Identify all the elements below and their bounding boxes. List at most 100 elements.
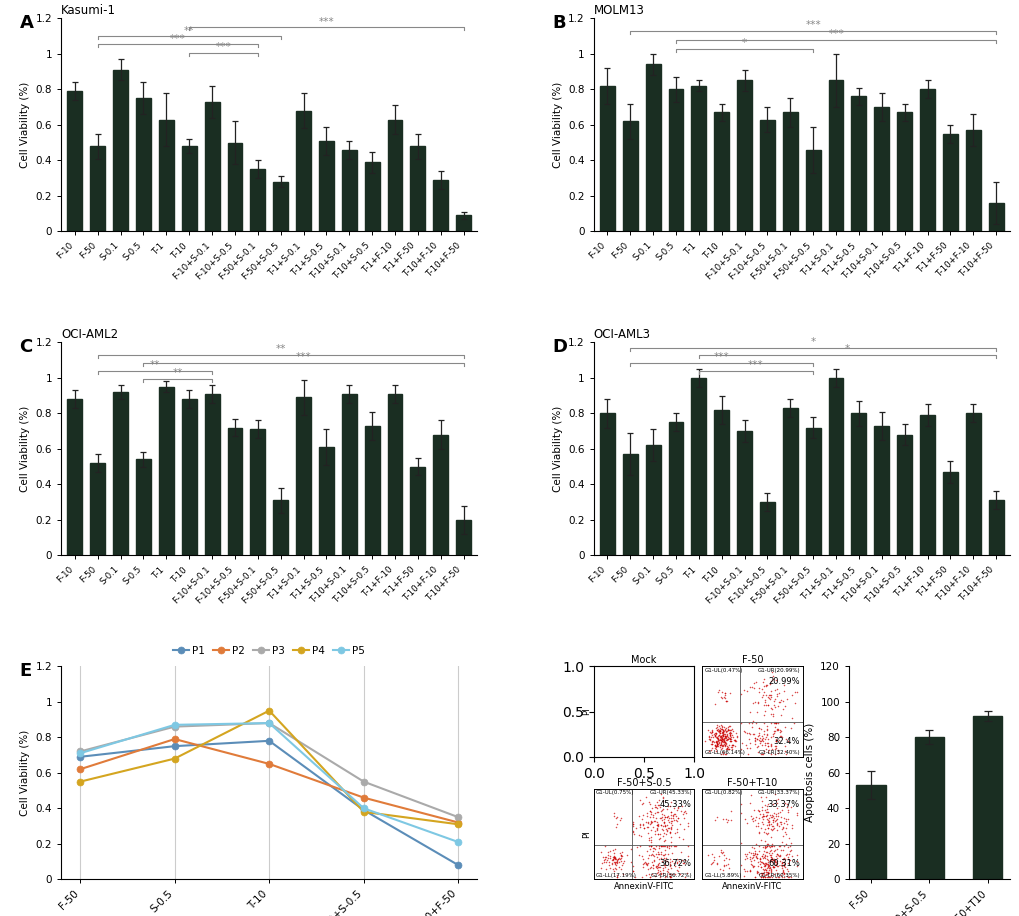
Point <box>661 869 678 884</box>
Point <box>651 869 667 884</box>
Point <box>719 732 736 747</box>
Point <box>601 845 618 859</box>
Point <box>610 737 627 752</box>
Point <box>702 730 718 745</box>
Point <box>756 834 772 848</box>
Point <box>736 724 752 738</box>
Point <box>711 724 728 738</box>
Point <box>660 867 677 881</box>
Point <box>777 868 794 883</box>
Point <box>603 737 620 752</box>
Point <box>605 716 622 731</box>
Point <box>612 716 629 731</box>
Point <box>606 842 623 856</box>
Text: 36.72%: 36.72% <box>658 859 691 868</box>
Point <box>641 810 657 824</box>
Point <box>740 716 756 731</box>
Point <box>718 857 735 872</box>
Point <box>788 805 804 820</box>
Point <box>660 814 677 829</box>
Point <box>658 810 675 824</box>
Point <box>745 675 761 690</box>
Point <box>601 731 618 746</box>
Point <box>764 812 781 827</box>
Point <box>654 866 671 880</box>
Point <box>783 818 799 833</box>
Point <box>659 847 676 862</box>
Text: ***: *** <box>827 29 843 39</box>
Text: D: D <box>551 338 567 356</box>
Text: 20.99%: 20.99% <box>767 677 799 686</box>
Point <box>781 844 797 858</box>
Line: P5: P5 <box>76 720 462 845</box>
Point <box>604 728 621 743</box>
Point <box>666 867 683 881</box>
Point <box>721 723 738 737</box>
Point <box>765 716 782 731</box>
Point <box>741 736 757 751</box>
Point <box>637 856 653 871</box>
Point <box>594 727 610 742</box>
Point <box>609 719 626 734</box>
Point <box>765 867 782 881</box>
Point <box>766 734 783 748</box>
Point <box>606 733 623 747</box>
Point <box>601 733 618 747</box>
Point <box>599 736 615 750</box>
Point <box>610 852 627 867</box>
Point <box>648 849 664 864</box>
Point <box>667 856 684 871</box>
Point <box>715 736 732 751</box>
Point <box>714 862 731 877</box>
Point <box>711 738 728 753</box>
Point <box>783 720 799 735</box>
Point <box>649 819 665 834</box>
Point <box>749 803 765 818</box>
Point <box>635 857 651 872</box>
Point <box>595 691 611 705</box>
Text: ***: *** <box>296 352 311 362</box>
Point <box>656 817 673 832</box>
Point <box>635 817 651 832</box>
Point <box>600 736 616 750</box>
Point <box>777 747 794 761</box>
Point <box>639 850 655 865</box>
Point <box>596 738 612 753</box>
Point <box>741 849 757 864</box>
Point <box>600 726 616 741</box>
Point <box>589 727 605 742</box>
Point <box>619 725 635 739</box>
Point <box>601 860 618 875</box>
Point <box>750 838 766 853</box>
Point <box>615 716 632 731</box>
Point <box>711 725 728 740</box>
Point <box>767 686 784 701</box>
Point <box>757 808 773 823</box>
Point <box>763 838 780 853</box>
Point <box>607 732 624 747</box>
Point <box>756 732 772 747</box>
Point <box>604 732 621 747</box>
Point <box>610 736 627 751</box>
Point <box>750 803 766 818</box>
Point <box>607 726 624 741</box>
Point <box>716 737 733 752</box>
Point <box>710 725 727 739</box>
Point <box>606 741 623 756</box>
Point <box>601 737 618 752</box>
Point <box>606 742 623 757</box>
Point <box>753 866 769 880</box>
Point <box>743 839 759 854</box>
Point <box>767 849 784 864</box>
Point <box>595 730 611 745</box>
Point <box>650 859 666 874</box>
Bar <box>227 428 243 555</box>
Point <box>603 718 620 733</box>
Point <box>700 743 716 758</box>
P3 <box>358 776 370 787</box>
Point <box>715 853 732 867</box>
Point <box>609 728 626 743</box>
Point <box>609 733 626 747</box>
Point <box>717 733 734 747</box>
Point <box>767 732 784 747</box>
